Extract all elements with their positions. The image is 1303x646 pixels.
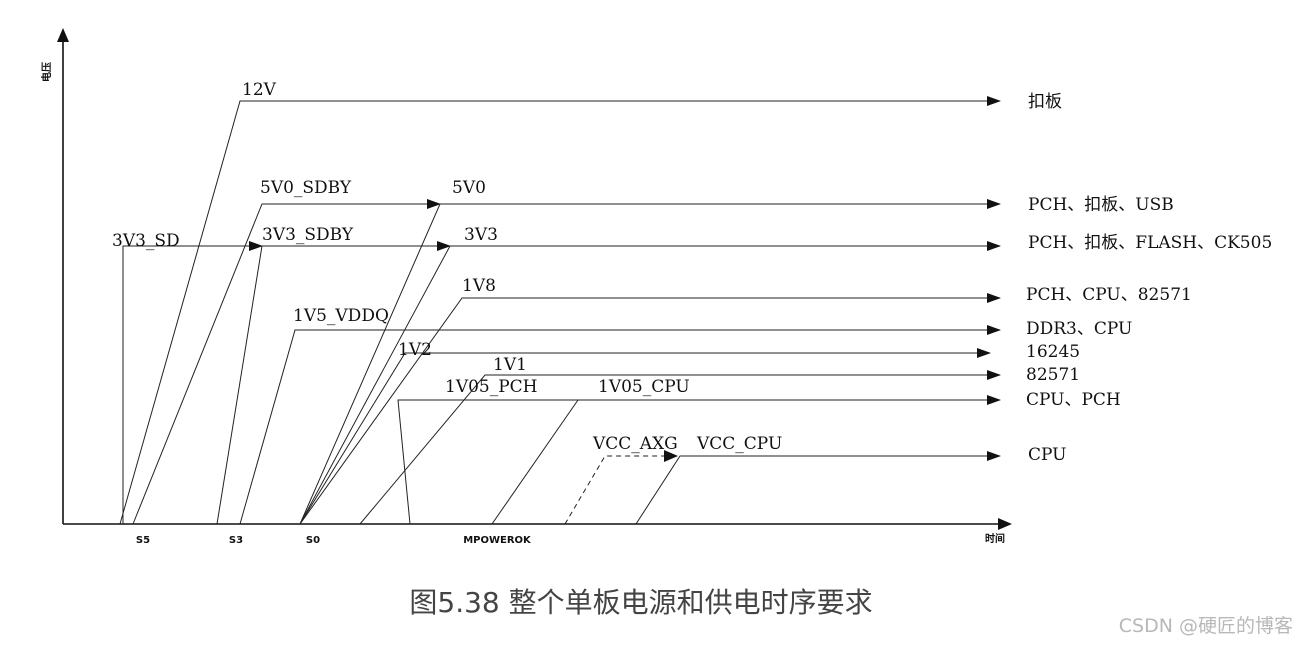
tick-s0: S0 bbox=[306, 535, 320, 546]
figure-caption: 图5.38 整个单板电源和供电时序要求 bbox=[409, 586, 872, 619]
rail-label-1v8: 1V8 bbox=[462, 276, 496, 296]
dest-1v1: 82571 bbox=[1026, 365, 1080, 385]
dest-1v5-vddq: DDR3、CPU bbox=[1026, 319, 1132, 339]
dest-5v0: PCH、扣板、USB bbox=[1028, 195, 1174, 215]
dest-3v3: PCH、扣板、FLASH、CK505 bbox=[1028, 233, 1272, 253]
rail-label-vcc-cpu: VCC_CPU bbox=[696, 434, 782, 454]
rail-label-vcc-axg: VCC_AXG bbox=[592, 434, 678, 454]
dest-vcc-cpu: CPU bbox=[1028, 445, 1066, 465]
dest-1v8: PCH、CPU、82571 bbox=[1026, 285, 1192, 305]
rail-label-1v05-pch: 1V05_PCH bbox=[445, 377, 538, 397]
rail-label-1v2: 1V2 bbox=[398, 340, 432, 360]
rail-label-3v3-sd: 3V3_SD bbox=[112, 231, 180, 251]
vcc-axg-arrowhead bbox=[664, 450, 678, 462]
tick-mpowerok: MPOWEROK bbox=[463, 535, 532, 546]
watermark: CSDN @硬匠的博客 bbox=[1119, 615, 1293, 637]
rail-label-5v0-sdby: 5V0_SDBY bbox=[260, 178, 352, 198]
rail-1v2-line bbox=[299, 348, 991, 525]
rail-3v3-sd-line bbox=[122, 241, 263, 524]
dest-1v05-pch: CPU、PCH bbox=[1026, 390, 1121, 410]
rail-3v3-line bbox=[299, 241, 1001, 525]
rail-1v05-cpu-line bbox=[491, 399, 579, 525]
rail-3v3-sdby-line bbox=[216, 241, 451, 525]
rail-1v8-line bbox=[299, 293, 1001, 525]
x-axis-arrow bbox=[998, 518, 1012, 530]
y-axis-label: 电压 bbox=[40, 62, 53, 82]
tick-s5: S5 bbox=[136, 535, 150, 546]
rail-label-1v1: 1V1 bbox=[493, 355, 527, 375]
rail-label-1v05-cpu: 1V05_CPU bbox=[598, 377, 690, 397]
rail-label-12v: 12V bbox=[242, 80, 277, 100]
rail-label-3v3-sdby: 3V3_SDBY bbox=[262, 225, 354, 245]
rail-label-1v5-vddq: 1V5_VDDQ bbox=[293, 306, 389, 326]
rail-1v1-line bbox=[359, 370, 1001, 525]
tick-s3: S3 bbox=[229, 535, 243, 546]
rail-label-5v0: 5V0 bbox=[452, 178, 486, 198]
rail-vcc-axg-line bbox=[564, 455, 665, 525]
y-axis-arrow bbox=[57, 28, 69, 42]
dest-12v: 扣板 bbox=[1028, 92, 1062, 112]
rail-5v0-line bbox=[299, 199, 1001, 525]
rail-vcc-cpu-line bbox=[635, 451, 1001, 525]
x-axis-label: 时间 bbox=[985, 532, 1005, 545]
rail-1v5-vddq-line bbox=[239, 325, 1001, 525]
axes bbox=[57, 28, 1012, 530]
rail-12v-line bbox=[119, 96, 1001, 525]
dest-1v2: 16245 bbox=[1026, 342, 1080, 362]
rail-5v0-sdby-line bbox=[132, 199, 441, 525]
rail-label-3v3: 3V3 bbox=[464, 225, 498, 245]
rail-1v05-pch-line bbox=[397, 395, 1001, 525]
